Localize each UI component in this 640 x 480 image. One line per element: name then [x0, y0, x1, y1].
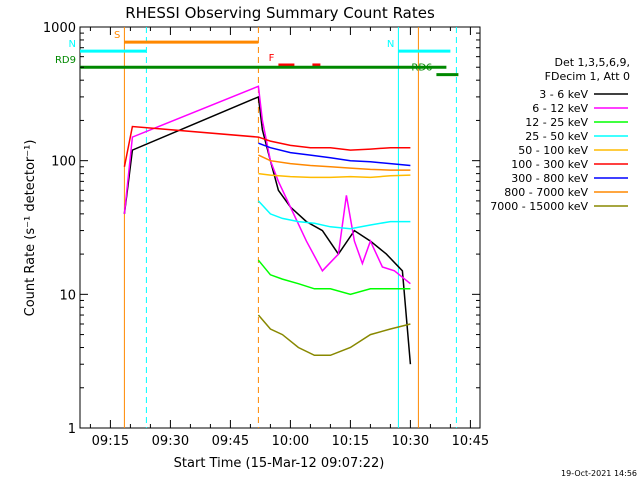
vertical-markers: [123, 27, 457, 428]
x-tick-label: 10:00: [272, 434, 309, 449]
y-axis-label: Count Rate (s⁻¹ detector⁻¹): [23, 140, 38, 317]
y-tick-label: 10: [59, 288, 76, 303]
x-tick-label: 10:30: [392, 434, 429, 449]
series-line: [123, 125, 411, 167]
x-tick-label: 09:45: [212, 434, 249, 449]
plot-frame: [79, 26, 481, 429]
plot-border: [79, 26, 481, 429]
footer-timestamp: 19-Oct-2021 14:56: [561, 469, 637, 478]
x-axis-label: Start Time (15-Mar-12 09:07:22): [174, 456, 385, 471]
legend-label: 7000 - 15000 keV: [490, 200, 588, 213]
flag-label: N: [387, 39, 394, 50]
legend-label: 6 - 12 keV: [532, 102, 588, 115]
legend-label: 100 - 300 keV: [511, 158, 588, 171]
flag-label: S: [114, 30, 120, 41]
y-tick-label: 1000: [43, 21, 76, 36]
series-line: [258, 172, 411, 179]
x-tick-label: 09:30: [152, 434, 189, 449]
legend-label: 800 - 7000 keV: [504, 186, 588, 199]
legend-label: 12 - 25 keV: [525, 116, 588, 129]
series-line: [257, 200, 411, 230]
data-series: [123, 85, 412, 365]
x-tick-label: 10:45: [452, 434, 489, 449]
flag-label: RD9: [55, 55, 76, 66]
series-line: [258, 154, 411, 171]
legend-label: 3 - 6 keV: [539, 88, 588, 101]
legend-label: 50 - 100 keV: [518, 144, 588, 157]
flag-lines: S N N F RD9 RD6: [55, 30, 459, 77]
chart-title: RHESSI Observing Summary Count Rates: [125, 4, 435, 22]
y-tick-label: 100: [51, 155, 76, 170]
flag-label: RD6: [411, 63, 432, 74]
y-tick-label: 1: [68, 422, 76, 437]
legend-header: Det 1,3,5,6,9,: [554, 56, 630, 69]
legend: Det 1,3,5,6,9,FDecim 1, Att 0 3 - 6 keV6 …: [490, 56, 630, 213]
x-tick-label: 10:15: [332, 434, 369, 449]
legend-header: FDecim 1, Att 0: [545, 70, 630, 83]
x-tick-label: 09:15: [92, 434, 129, 449]
axes: 1 10 100 1000 09:15 09:30 09:45 10:00 10:15 10:30…: [43, 21, 489, 449]
flag-label: N: [69, 39, 76, 50]
legend-label: 25 - 50 keV: [525, 130, 588, 143]
series-line: [258, 142, 411, 167]
series-line: [123, 95, 412, 365]
series-line: [123, 85, 411, 285]
flag-label: F: [269, 53, 275, 64]
series-line: [257, 314, 411, 357]
series-line: [257, 259, 411, 296]
legend-label: 300 - 800 keV: [511, 172, 588, 185]
